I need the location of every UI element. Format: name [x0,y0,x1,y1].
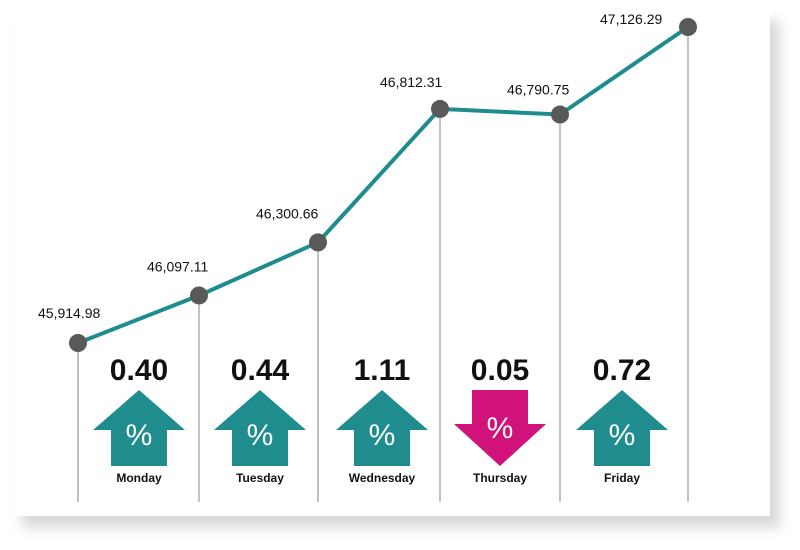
day-label-4: Friday [604,471,640,485]
point-label-5: 47,126.29 [600,11,662,27]
arrow-up-icon-1 [214,390,306,466]
arrow-up-icon-2 [336,390,428,466]
data-point-1 [190,286,208,305]
data-point-5 [679,18,697,36]
percent-symbol-1: % [247,419,274,452]
percent-symbol-3: % [487,412,514,445]
day-label-0: Monday [116,471,162,485]
day-label-1: Tuesday [236,471,284,485]
data-point-2 [309,233,327,252]
point-label-0: 45,914.98 [38,305,100,321]
data-point-3 [431,99,449,118]
change-value-1: 0.44 [231,354,290,387]
arrow-down-icon-3 [454,390,546,466]
percent-symbol-0: % [126,419,153,452]
point-label-1: 46,097.11 [147,258,208,274]
data-point-0 [69,334,87,352]
change-value-2: 1.11 [354,354,411,387]
point-label-3: 46,812.31 [380,74,442,90]
data-point-4 [551,105,569,124]
percent-symbol-2: % [369,419,396,452]
change-value-0: 0.40 [110,354,168,387]
point-label-2: 46,300.66 [256,205,318,221]
day-label-3: Thursday [473,471,527,485]
percent-symbol-4: % [609,419,636,452]
series-line [77,25,690,345]
point-label-4: 46,790.75 [507,82,569,98]
day-label-2: Wednesday [349,471,416,485]
arrow-up-icon-0 [93,390,185,466]
change-value-4: 0.72 [593,354,651,387]
change-value-3: 0.05 [471,354,529,387]
arrow-up-icon-4 [576,390,668,466]
